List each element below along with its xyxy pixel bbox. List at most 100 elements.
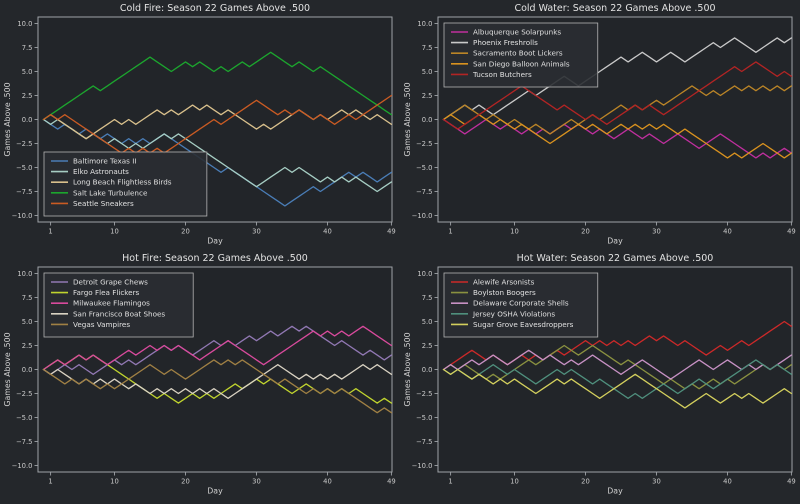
y-tick-label: 10.0 [417,270,432,278]
y-tick-label: −7.5 [16,188,33,196]
y-tick-label: 10.0 [17,20,32,28]
x-tick-label: 20 [581,478,590,486]
series-line-phoenix-freshrolls [442,37,793,121]
quadrant-hot-fire: Hot Fire: Season 22 Games Above .500 10.0… [0,250,400,500]
legend-label: Long Beach Flightless Birds [73,178,172,187]
y-axis-label: Games Above .500 [403,332,412,406]
x-tick-label: 1 [448,478,452,486]
x-tick-label: 40 [323,478,332,486]
y-tick-label: −10.0 [412,212,433,220]
x-tick-label: 40 [723,478,732,486]
legend-box [443,272,599,338]
legend-label: Delaware Corporate Shells [473,299,569,308]
y-tick-label: 0.0 [422,366,433,374]
legend-label: Detroit Grape Chews [73,278,148,287]
series-line-salt-lake-turbulence [42,51,393,121]
y-tick-label: −5.0 [16,164,33,172]
y-tick-label: 5.0 [422,68,433,76]
x-tick-label: 49 [787,478,796,486]
legend-label: San Diego Balloon Animals [473,59,570,68]
y-tick-label: −7.5 [416,438,433,446]
y-tick-label: 7.5 [422,294,433,302]
legend-label: Baltimore Texas II [73,157,136,166]
x-tick-label: 40 [323,228,332,236]
y-tick-label: 2.5 [22,92,33,100]
y-tick-label: 5.0 [22,318,33,326]
legend-label: Boylston Boogers [473,288,536,297]
series-line-detroit-grape-chews [42,325,393,375]
legend-box [43,272,194,338]
x-axis-label: Day [607,487,623,496]
y-tick-label: −2.5 [16,390,33,398]
legend-box [43,151,208,217]
x-tick-label: 10 [110,478,119,486]
legend-label: Albuquerque Solarpunks [473,28,561,37]
y-tick-label: 5.0 [22,68,33,76]
y-tick-label: 2.5 [422,92,433,100]
legend-box [443,22,599,88]
y-tick-label: 7.5 [22,294,33,302]
x-tick-label: 1 [48,228,52,236]
chart-hot-fire: Hot Fire: Season 22 Games Above .50010.0… [3,253,396,496]
series-line-seattle-sneakers [42,94,393,154]
x-tick-label: 30 [652,478,661,486]
legend-label: Jersey OSHA Violations [472,309,555,318]
legend-label: Salt Lake Turbulence [73,188,148,197]
y-axis-label: Games Above .500 [3,332,12,406]
y-tick-label: 5.0 [422,318,433,326]
x-tick-label: 20 [581,228,590,236]
x-axis-label: Day [207,237,223,246]
x-tick-label: 1 [448,228,452,236]
y-tick-label: 0.0 [22,116,33,124]
x-axis-label: Day [607,237,623,246]
y-axis-label: Games Above .500 [403,82,412,156]
y-tick-label: −2.5 [416,390,433,398]
y-tick-label: −10.0 [12,212,33,220]
y-tick-label: 7.5 [422,44,433,52]
legend-label: San Francisco Boat Shoes [73,309,165,318]
x-axis-label: Day [207,487,223,496]
x-tick-label: 20 [181,478,190,486]
series-line-boylston-boogers [442,344,793,390]
legend-label: Fargo Flea Flickers [73,288,140,297]
series-line-jersey-osha-violations [442,359,793,399]
series-line-delaware-corporate-shells [442,349,793,380]
quadrant-cold-water: Cold Water: Season 22 Games Above .500 1 0… [400,0,800,250]
legend-label: Elko Astronauts [73,167,129,176]
y-tick-label: −7.5 [16,438,33,446]
series-line-san-diego-balloon-animals [442,114,793,159]
chart-cold-water: Cold Water: Season 22 Games Above .500 1 0… [403,3,796,246]
quadrant-hot-water: Hot Water: Season 22 Games Above .500 10.… [400,250,800,500]
x-tick-label: 20 [181,228,190,236]
y-tick-label: 0.0 [422,116,433,124]
legend-label: Alewife Arsonists [473,278,535,287]
x-tick-label: 40 [723,228,732,236]
legend-label: Sugar Grove Eavesdroppers [473,320,574,329]
series-line-long-beach-flightless-birds [42,104,393,140]
quadrant-cold-fire: Cold Fire: Season 22 Games Above .500 10.… [0,0,400,250]
y-tick-label: −5.0 [416,164,433,172]
y-tick-label: 2.5 [22,342,33,350]
x-tick-label: 10 [510,478,519,486]
legend-label: Tucson Butchers [472,70,532,79]
x-tick-label: 49 [387,478,396,486]
y-tick-label: −5.0 [16,414,33,422]
y-tick-label: 7.5 [22,44,33,52]
x-tick-label: 30 [252,478,261,486]
legend-label: Seattle Sneakers [73,199,134,208]
chart-title: Cold Water: Season 22 Games Above .500 [514,3,715,14]
chart-title: Hot Fire: Season 22 Games Above .500 [122,253,308,264]
y-tick-label: −5.0 [416,414,433,422]
x-tick-label: 49 [787,228,796,236]
chart-title: Cold Fire: Season 22 Games Above .500 [120,3,310,14]
x-tick-label: 1 [48,478,52,486]
legend-label: Vegas Vampires [73,320,130,329]
y-tick-label: −7.5 [416,188,433,196]
legend-label: Milwaukee Flamingos [73,299,150,308]
chart-hot-water: Hot Water: Season 22 Games Above .50010.… [403,253,796,496]
